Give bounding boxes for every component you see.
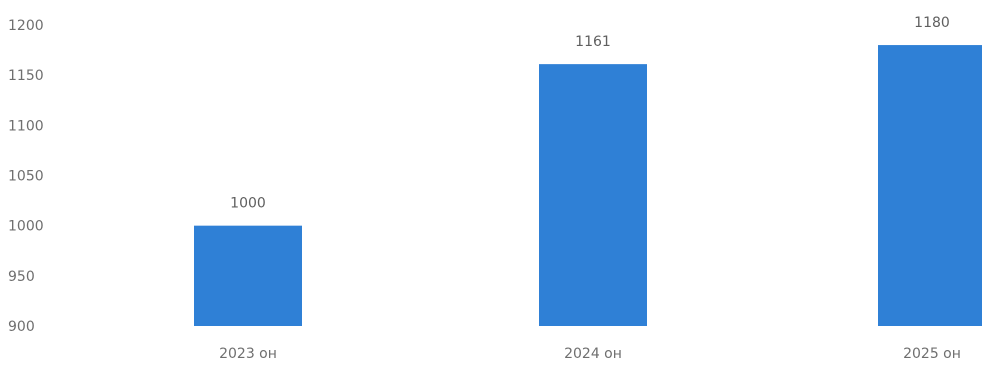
x-axis: 2023 он 2024 он 2025 он <box>219 346 961 362</box>
bar <box>878 45 982 327</box>
y-tick-label: 1100 <box>8 118 44 134</box>
bar-series <box>194 45 982 327</box>
bar <box>539 64 647 326</box>
bar-value-label: 1180 <box>914 15 950 31</box>
y-tick-label: 1000 <box>8 219 44 235</box>
y-tick-label: 950 <box>8 269 35 285</box>
y-tick-label: 1050 <box>8 169 44 185</box>
x-category-label: 2023 он <box>219 346 277 362</box>
x-category-label: 2025 он <box>903 346 961 362</box>
bar <box>194 225 302 326</box>
y-tick-label: 1150 <box>8 68 44 84</box>
x-category-label: 2024 он <box>564 346 622 362</box>
y-tick-label: 900 <box>8 319 35 335</box>
y-tick-label: 1200 <box>8 18 44 34</box>
bar-value-label: 1000 <box>230 196 266 212</box>
data-labels: 1000 1161 1180 <box>230 15 950 212</box>
bar-value-label: 1161 <box>575 34 611 50</box>
y-axis: 900 950 1000 1050 1100 1150 1200 <box>8 18 44 335</box>
